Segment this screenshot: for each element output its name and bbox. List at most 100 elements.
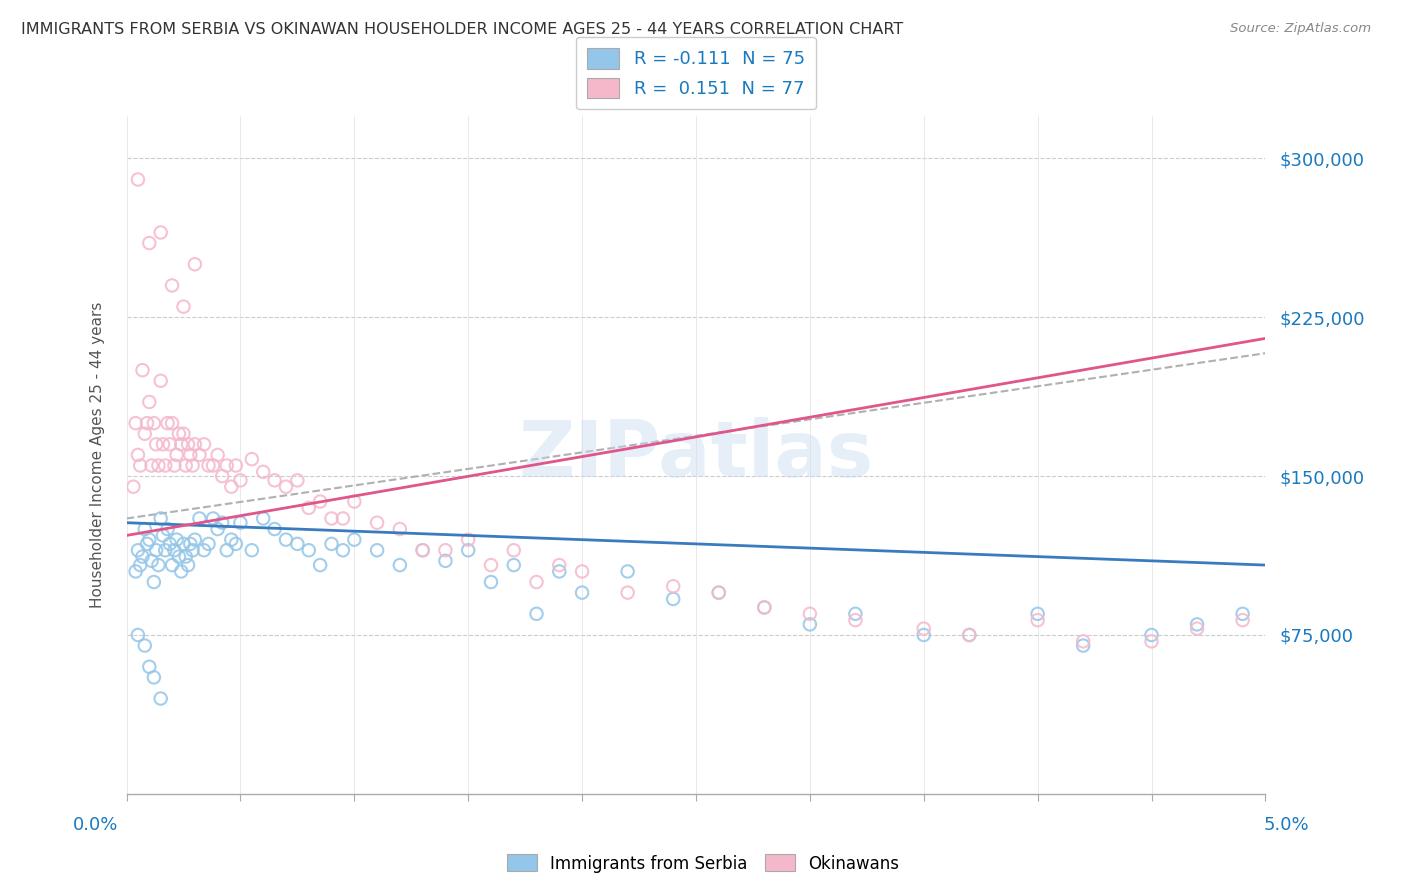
Point bbox=[298, 543, 321, 558]
Point bbox=[124, 416, 146, 430]
Point bbox=[662, 592, 685, 607]
Point bbox=[548, 565, 571, 579]
Point bbox=[321, 511, 343, 525]
Point bbox=[366, 543, 388, 558]
Point bbox=[127, 628, 149, 642]
Point bbox=[526, 574, 548, 589]
Point bbox=[202, 511, 225, 525]
Point bbox=[159, 537, 181, 551]
Point bbox=[434, 543, 457, 558]
Point bbox=[388, 558, 411, 573]
Point bbox=[457, 543, 479, 558]
Point bbox=[138, 395, 160, 409]
Point bbox=[145, 437, 167, 451]
Point bbox=[149, 374, 172, 388]
Point bbox=[155, 458, 177, 473]
Point bbox=[138, 235, 160, 250]
Point bbox=[138, 660, 160, 674]
Point bbox=[207, 448, 229, 462]
Point bbox=[193, 437, 215, 451]
Point bbox=[148, 558, 170, 573]
Point bbox=[263, 473, 285, 487]
Point bbox=[184, 437, 207, 451]
Point bbox=[754, 600, 776, 615]
Point bbox=[912, 628, 935, 642]
Point bbox=[177, 437, 200, 451]
Point bbox=[127, 448, 149, 462]
Point bbox=[526, 607, 548, 621]
Y-axis label: Householder Income Ages 25 - 44 years: Householder Income Ages 25 - 44 years bbox=[90, 301, 105, 608]
Point bbox=[502, 543, 524, 558]
Point bbox=[160, 558, 183, 573]
Point bbox=[211, 516, 233, 530]
Point bbox=[844, 613, 866, 627]
Point bbox=[215, 543, 238, 558]
Point bbox=[263, 522, 285, 536]
Point bbox=[166, 448, 188, 462]
Point bbox=[207, 522, 229, 536]
Point bbox=[131, 549, 153, 564]
Point bbox=[252, 465, 274, 479]
Point bbox=[225, 458, 247, 473]
Point bbox=[149, 511, 172, 525]
Point bbox=[127, 543, 149, 558]
Point bbox=[229, 473, 252, 487]
Point bbox=[156, 522, 179, 536]
Point bbox=[412, 543, 434, 558]
Point bbox=[332, 543, 354, 558]
Point bbox=[170, 437, 193, 451]
Legend: Immigrants from Serbia, Okinawans: Immigrants from Serbia, Okinawans bbox=[501, 847, 905, 880]
Point bbox=[707, 585, 730, 599]
Point bbox=[287, 537, 309, 551]
Point bbox=[1026, 607, 1049, 621]
Point bbox=[184, 533, 207, 547]
Point bbox=[202, 458, 225, 473]
Point bbox=[159, 437, 181, 451]
Point bbox=[149, 226, 172, 240]
Point bbox=[221, 480, 243, 494]
Point bbox=[188, 448, 211, 462]
Point bbox=[225, 537, 247, 551]
Point bbox=[184, 257, 207, 271]
Point bbox=[1140, 628, 1163, 642]
Point bbox=[177, 558, 200, 573]
Point bbox=[240, 543, 263, 558]
Legend: R = -0.111  N = 75, R =  0.151  N = 77: R = -0.111 N = 75, R = 0.151 N = 77 bbox=[576, 37, 815, 109]
Point bbox=[141, 458, 163, 473]
Point bbox=[229, 516, 252, 530]
Point bbox=[1232, 613, 1254, 627]
Point bbox=[142, 574, 165, 589]
Point bbox=[662, 579, 685, 593]
Point bbox=[197, 537, 219, 551]
Point bbox=[1026, 613, 1049, 627]
Point bbox=[197, 458, 219, 473]
Point bbox=[181, 458, 204, 473]
Point bbox=[309, 494, 332, 508]
Point bbox=[179, 448, 201, 462]
Point bbox=[172, 426, 194, 441]
Point bbox=[1071, 634, 1094, 648]
Point bbox=[134, 522, 156, 536]
Point bbox=[343, 494, 366, 508]
Point bbox=[181, 543, 204, 558]
Point bbox=[138, 533, 160, 547]
Point bbox=[174, 549, 197, 564]
Point bbox=[142, 670, 165, 684]
Point bbox=[309, 558, 332, 573]
Point bbox=[332, 511, 354, 525]
Point bbox=[129, 458, 152, 473]
Point bbox=[548, 558, 571, 573]
Point bbox=[215, 458, 238, 473]
Point bbox=[479, 574, 502, 589]
Text: ZIPatlas: ZIPatlas bbox=[519, 417, 873, 493]
Point bbox=[127, 172, 149, 186]
Point bbox=[616, 585, 638, 599]
Point bbox=[799, 617, 821, 632]
Point bbox=[122, 480, 145, 494]
Point bbox=[388, 522, 411, 536]
Point bbox=[616, 565, 638, 579]
Point bbox=[142, 416, 165, 430]
Point bbox=[160, 278, 183, 293]
Point bbox=[152, 528, 174, 542]
Point bbox=[152, 437, 174, 451]
